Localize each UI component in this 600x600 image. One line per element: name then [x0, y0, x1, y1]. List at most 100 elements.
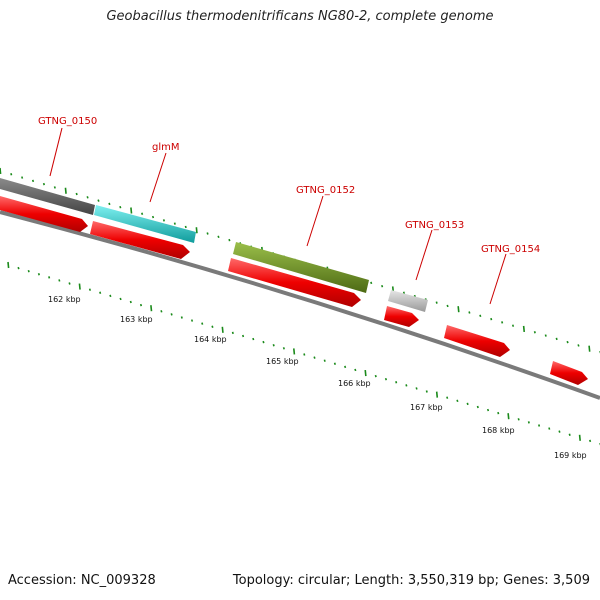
gene-bar-glmm[interactable]	[94, 205, 196, 243]
inner-minor-tick	[527, 421, 530, 424]
inner-minor-tick	[282, 347, 285, 350]
cds-arrow-6[interactable]	[550, 361, 588, 385]
outer-minor-tick	[577, 344, 580, 347]
inner-minor-tick	[344, 365, 347, 369]
outer-minor-tick	[108, 202, 111, 206]
inner-minor-tick	[201, 322, 204, 325]
outer-minor-tick	[10, 173, 13, 176]
outer-minor-tick	[151, 215, 155, 219]
cds-arrow-4[interactable]	[384, 306, 419, 327]
outer-minor-tick	[184, 225, 187, 229]
inner-minor-tick	[241, 334, 245, 338]
scale-label-164: 164 kbp	[194, 335, 227, 344]
scale-label-166: 166 kbp	[338, 379, 371, 388]
inner-minor-tick	[446, 396, 449, 399]
gene-label-gtng-0152[interactable]: GTNG_0152	[296, 185, 355, 196]
outer-major-tick	[522, 325, 526, 333]
cds-arrow-5[interactable]	[444, 325, 510, 357]
inner-major-tick	[578, 434, 581, 441]
scale-label-167: 167 kbp	[410, 403, 443, 412]
inner-minor-tick	[497, 411, 500, 415]
gene-label-gtng-0154[interactable]: GTNG_0154	[481, 244, 540, 255]
inner-minor-tick	[211, 325, 214, 328]
outer-minor-tick	[86, 196, 89, 199]
outer-minor-tick	[228, 238, 231, 242]
cds-arrow-3[interactable]	[228, 258, 361, 307]
outer-minor-tick	[119, 205, 122, 209]
outer-minor-tick	[490, 317, 493, 321]
outer-minor-tick	[555, 337, 558, 341]
outer-minor-tick	[533, 331, 536, 334]
cds-arrow-1[interactable]	[0, 196, 88, 232]
inner-minor-tick	[537, 424, 541, 427]
outer-minor-tick	[217, 235, 220, 239]
gene-label-gtng-0150[interactable]: GTNG_0150	[38, 116, 97, 127]
inner-minor-tick	[17, 266, 20, 270]
inner-minor-tick	[68, 282, 71, 285]
outer-minor-tick	[42, 182, 46, 186]
scale-label-162: 162 kbp	[48, 295, 81, 304]
gene-bar-gtng-0152[interactable]	[233, 242, 369, 293]
scale-label-165: 165 kbp	[266, 357, 299, 366]
inner-minor-tick	[517, 418, 520, 421]
inner-minor-tick	[170, 313, 173, 316]
inner-minor-tick	[109, 294, 112, 298]
inner-major-tick	[507, 413, 510, 420]
outer-minor-tick	[31, 179, 35, 183]
cds-arrow-2[interactable]	[90, 221, 190, 259]
outer-minor-tick	[446, 304, 449, 308]
scale-label-163: 163 kbp	[120, 315, 153, 324]
scale-label-168: 168 kbp	[482, 426, 515, 435]
outer-major-tick	[457, 306, 460, 313]
outer-major-tick	[588, 345, 591, 352]
outer-minor-tick	[501, 321, 504, 324]
inner-minor-tick	[99, 291, 102, 295]
outer-major-tick	[0, 167, 2, 175]
gene-label-glmm[interactable]: glmM	[152, 142, 180, 153]
outer-minor-tick	[141, 212, 144, 216]
outer-minor-tick	[479, 314, 482, 318]
leader-gtng-0154	[489, 253, 507, 305]
gene-bar-gtng-0153[interactable]	[388, 290, 428, 312]
leader-gtng-0150	[49, 127, 63, 177]
inner-minor-tick	[139, 303, 143, 307]
inner-minor-tick	[88, 288, 92, 291]
inner-minor-tick	[456, 399, 459, 403]
outer-minor-tick	[468, 311, 471, 314]
inner-minor-tick	[313, 356, 316, 359]
inner-minor-tick	[303, 353, 306, 356]
inner-minor-tick	[425, 390, 428, 393]
outer-major-tick	[64, 187, 67, 194]
inner-major-tick	[78, 283, 81, 290]
inner-major-tick	[435, 391, 439, 398]
inner-minor-tick	[119, 297, 122, 301]
outer-minor-tick	[173, 222, 176, 225]
gene-label-gtng-0153[interactable]: GTNG_0153	[405, 220, 464, 231]
outer-tick-track	[0, 167, 600, 354]
genome-backbone	[0, 210, 600, 400]
inner-minor-tick	[548, 427, 551, 430]
inner-minor-tick	[333, 362, 336, 365]
outer-minor-tick	[21, 176, 24, 179]
gene-bar-gtng-0150[interactable]	[0, 178, 95, 215]
inner-minor-tick	[405, 384, 408, 387]
inner-minor-tick	[252, 337, 255, 341]
outer-minor-tick	[206, 232, 209, 235]
inner-minor-tick	[48, 276, 51, 279]
inner-major-tick	[150, 305, 153, 312]
inner-minor-tick	[129, 300, 132, 304]
outer-minor-tick	[511, 324, 515, 327]
outer-minor-tick	[53, 186, 56, 189]
inner-minor-tick	[415, 387, 418, 390]
outer-minor-tick	[544, 334, 547, 337]
inner-major-tick	[292, 348, 296, 355]
inner-major-tick	[221, 326, 224, 333]
outer-major-tick	[130, 207, 133, 214]
genome-summary-text: Topology: circular; Length: 3,550,319 bp…	[232, 573, 590, 588]
leader-glmm	[149, 152, 167, 203]
inner-minor-tick	[160, 310, 163, 313]
genome-title: Geobacillus thermodenitrificans NG80-2, …	[106, 9, 494, 24]
outer-minor-tick	[75, 192, 78, 196]
outer-major-tick	[195, 227, 198, 234]
